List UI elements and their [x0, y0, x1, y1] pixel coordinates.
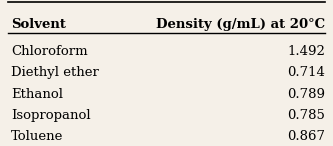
Text: Density (g/mL) at 20°C: Density (g/mL) at 20°C: [156, 18, 325, 31]
Text: Toluene: Toluene: [11, 130, 64, 143]
Text: Isopropanol: Isopropanol: [11, 109, 91, 122]
Text: 0.714: 0.714: [287, 66, 325, 79]
Text: Chloroform: Chloroform: [11, 45, 88, 58]
Text: 1.492: 1.492: [287, 45, 325, 58]
Text: 0.867: 0.867: [287, 130, 325, 143]
Text: Ethanol: Ethanol: [11, 88, 63, 101]
Text: Diethyl ether: Diethyl ether: [11, 66, 99, 79]
Text: 0.789: 0.789: [287, 88, 325, 101]
Text: 0.785: 0.785: [287, 109, 325, 122]
Text: Solvent: Solvent: [11, 18, 66, 31]
